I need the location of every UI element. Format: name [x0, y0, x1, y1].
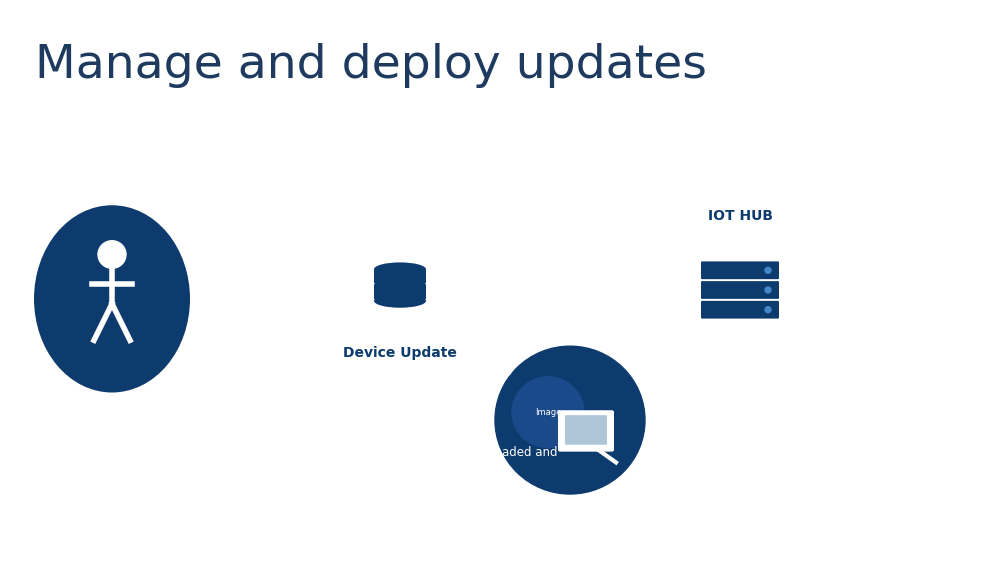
Ellipse shape — [374, 294, 426, 308]
Ellipse shape — [320, 265, 480, 342]
FancyBboxPatch shape — [374, 285, 426, 299]
FancyBboxPatch shape — [565, 415, 607, 445]
Circle shape — [698, 208, 782, 291]
Polygon shape — [483, 286, 662, 337]
Text: Update status is
returned to Device
Update via IoT Hub: Update status is returned to Device Upda… — [832, 400, 945, 446]
Circle shape — [410, 239, 480, 309]
Circle shape — [355, 207, 445, 294]
Ellipse shape — [34, 205, 190, 392]
Circle shape — [765, 307, 771, 312]
FancyBboxPatch shape — [374, 269, 426, 283]
FancyBboxPatch shape — [558, 410, 614, 452]
Text: 7: 7 — [810, 405, 826, 429]
Circle shape — [765, 267, 771, 273]
Text: Device Update: Device Update — [343, 346, 457, 360]
Text: Manage and deploy updates: Manage and deploy updates — [35, 43, 707, 88]
Circle shape — [647, 266, 701, 319]
Circle shape — [749, 238, 815, 303]
Circle shape — [495, 346, 645, 494]
Text: 3: 3 — [198, 344, 214, 368]
Ellipse shape — [25, 196, 199, 401]
Circle shape — [665, 238, 731, 303]
FancyBboxPatch shape — [701, 281, 779, 299]
Polygon shape — [615, 310, 722, 373]
Text: 2: 2 — [565, 168, 581, 193]
Polygon shape — [483, 245, 662, 296]
Text: Update is downloaded and
installed: Update is downloaded and installed — [400, 446, 558, 475]
Ellipse shape — [374, 262, 426, 276]
Text: 5: 5 — [810, 310, 826, 333]
Polygon shape — [195, 257, 317, 340]
Polygon shape — [431, 315, 535, 376]
Text: IoT Hub messages
device to download
& install update: IoT Hub messages device to download & in… — [832, 207, 947, 253]
Text: Operator initiates
update for specified
devices: Operator initiates update for specified … — [218, 343, 336, 389]
Circle shape — [483, 334, 657, 506]
FancyBboxPatch shape — [701, 301, 779, 319]
Text: Device Update
queries for devices
from IoT Hub: Device Update queries for devices from I… — [585, 160, 698, 207]
Circle shape — [98, 241, 126, 269]
Text: IOT HUB: IOT HUB — [708, 209, 772, 223]
Circle shape — [320, 239, 390, 309]
Circle shape — [779, 266, 833, 319]
Circle shape — [442, 270, 499, 327]
Circle shape — [301, 270, 358, 327]
Circle shape — [512, 377, 584, 448]
Text: 6: 6 — [378, 445, 394, 468]
Ellipse shape — [665, 263, 815, 333]
Text: Device receives
commands to install
update: Device receives commands to install upda… — [832, 303, 952, 350]
Text: Image: Image — [535, 408, 561, 417]
FancyBboxPatch shape — [701, 261, 779, 279]
Ellipse shape — [374, 278, 426, 292]
Circle shape — [765, 287, 771, 293]
Text: Operator can view applicable
updates for devices: Operator can view applicable updates for… — [218, 211, 392, 241]
Text: 4: 4 — [810, 216, 826, 240]
Text: 1: 1 — [198, 214, 214, 238]
